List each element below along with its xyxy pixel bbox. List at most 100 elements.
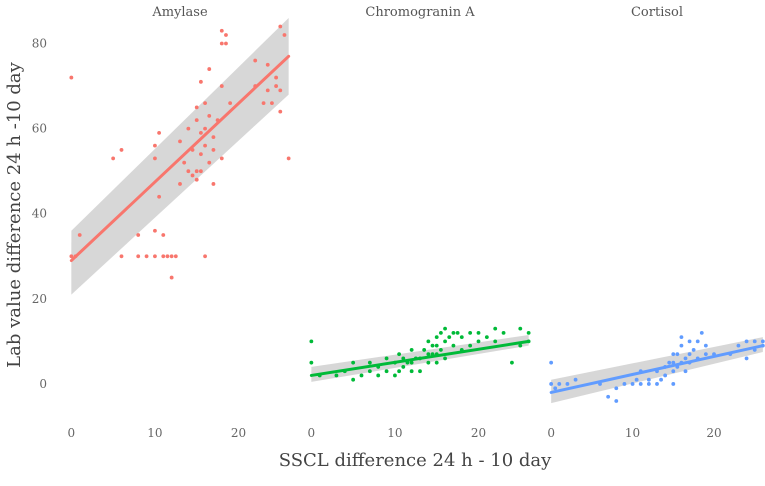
- data-point: [203, 143, 207, 148]
- data-point: [384, 369, 389, 374]
- data-point: [468, 343, 473, 348]
- data-point: [703, 352, 708, 357]
- x-tick-label: 20: [471, 426, 486, 440]
- data-point: [198, 152, 203, 157]
- data-point: [351, 377, 356, 382]
- facet-title: Chromogranin A: [365, 5, 475, 20]
- data-point: [553, 386, 558, 391]
- data-point: [606, 394, 611, 399]
- x-tick-label: 10: [625, 426, 640, 440]
- x-tick-label: 10: [387, 426, 402, 440]
- data-point: [211, 135, 216, 140]
- data-point: [518, 326, 523, 331]
- data-point: [671, 382, 676, 386]
- data-point: [111, 156, 116, 161]
- y-tick-label: 80: [32, 37, 47, 51]
- data-point: [634, 377, 639, 382]
- data-point: [455, 330, 460, 335]
- y-tick-label: 60: [32, 122, 47, 136]
- data-point: [687, 339, 692, 344]
- data-point: [614, 399, 619, 403]
- x-tick-label: 0: [68, 426, 76, 440]
- data-point: [630, 382, 635, 386]
- facet-title: Cortisol: [631, 5, 683, 20]
- y-tick-label: 40: [32, 207, 47, 221]
- data-point: [219, 41, 224, 46]
- data-point: [409, 369, 414, 374]
- data-point: [565, 382, 570, 386]
- data-point: [286, 156, 291, 161]
- data-point: [211, 182, 216, 186]
- data-point: [253, 58, 258, 63]
- data-point: [426, 352, 431, 357]
- data-point: [161, 254, 166, 259]
- data-point: [194, 169, 199, 174]
- data-point: [178, 139, 182, 144]
- data-point: [675, 352, 680, 357]
- data-point: [573, 377, 578, 382]
- x-axis-title: SSCL difference 24 h - 10 day: [279, 450, 552, 471]
- data-point: [659, 377, 663, 382]
- data-point: [671, 352, 676, 357]
- data-point: [557, 382, 562, 386]
- data-point: [418, 369, 422, 374]
- data-point: [186, 169, 191, 174]
- data-point: [430, 343, 435, 348]
- data-point: [443, 339, 447, 344]
- data-point: [165, 254, 170, 259]
- x-tick-label: 0: [547, 426, 555, 440]
- x-tick-label: 20: [231, 426, 246, 440]
- data-point: [510, 360, 514, 365]
- data-point: [671, 369, 676, 374]
- data-point: [219, 84, 224, 88]
- data-point: [198, 169, 203, 174]
- data-point: [526, 330, 531, 335]
- data-point: [443, 356, 447, 361]
- data-point: [447, 335, 452, 340]
- data-point: [422, 348, 427, 352]
- data-point: [501, 330, 506, 335]
- data-point: [703, 343, 708, 348]
- data-point: [274, 84, 279, 88]
- data-point: [476, 339, 481, 344]
- data-point: [549, 360, 554, 365]
- data-point: [219, 28, 224, 33]
- data-point: [646, 377, 651, 382]
- data-point: [549, 382, 554, 386]
- data-point: [282, 33, 287, 37]
- data-point: [178, 182, 182, 186]
- data-point: [69, 254, 74, 259]
- data-point: [744, 339, 749, 344]
- data-point: [438, 348, 443, 352]
- trend-line: [69, 54, 291, 263]
- data-point: [203, 126, 207, 131]
- data-point: [438, 330, 443, 335]
- data-point: [451, 343, 456, 348]
- data-point: [69, 75, 74, 80]
- data-point: [119, 148, 124, 152]
- data-point: [309, 339, 314, 344]
- data-point: [207, 113, 212, 118]
- data-point: [459, 335, 464, 340]
- data-point: [468, 330, 473, 335]
- data-point: [207, 160, 212, 165]
- data-point: [655, 382, 659, 386]
- data-point: [224, 41, 228, 46]
- data-point: [136, 233, 141, 237]
- data-point: [493, 326, 498, 331]
- data-point: [667, 360, 672, 365]
- data-point: [186, 126, 191, 131]
- data-point: [426, 360, 431, 365]
- data-point: [228, 101, 233, 106]
- data-point: [334, 373, 339, 378]
- data-point: [409, 348, 414, 352]
- data-point: [518, 343, 523, 348]
- data-point: [752, 339, 757, 344]
- data-point: [261, 101, 266, 106]
- data-point: [278, 109, 283, 114]
- data-point: [351, 360, 356, 365]
- data-point: [401, 365, 406, 369]
- x-tick-label: 20: [706, 426, 721, 440]
- data-point: [173, 254, 178, 259]
